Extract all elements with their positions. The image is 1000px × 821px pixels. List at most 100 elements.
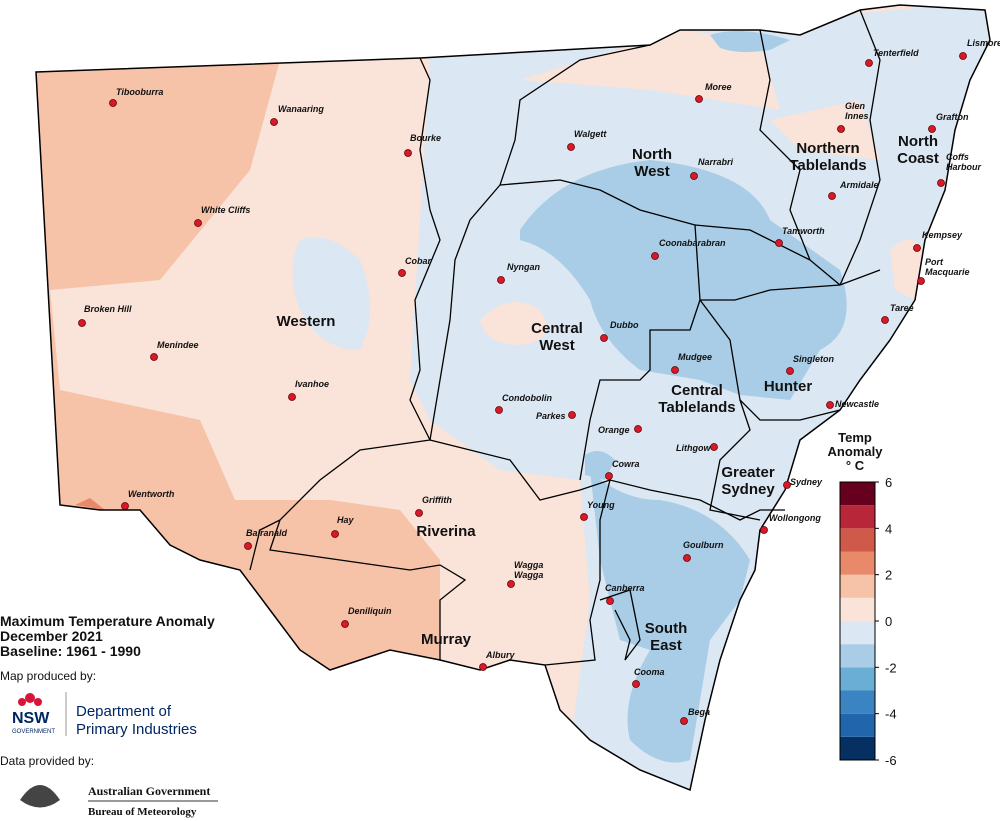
- nsw-logo: NSW GOVERNMENT Department of Primary Ind…: [12, 692, 197, 738]
- town-marker: [404, 149, 412, 157]
- town-label: Hay: [337, 515, 355, 525]
- town-marker: [568, 411, 576, 419]
- town-marker: [150, 353, 158, 361]
- town-label: Lithgow: [676, 443, 711, 453]
- town-marker: [634, 425, 642, 433]
- region-label: North: [632, 146, 672, 163]
- region-label: West: [634, 163, 670, 180]
- towns: Tibooburra Wanaaring Bourke White Cliffs Cob…: [78, 38, 1000, 725]
- region-label: Central: [531, 320, 583, 337]
- region-borders: [249, 9, 881, 666]
- town-label: Albury: [485, 650, 515, 660]
- town-label: Coffs: [946, 152, 969, 162]
- town-marker: [683, 554, 691, 562]
- town-marker: [270, 118, 278, 126]
- town-label: Grafton: [936, 112, 969, 122]
- legend-bin: [840, 690, 875, 714]
- town-label: Parkes: [536, 411, 566, 421]
- town-label: Dubbo: [610, 320, 639, 330]
- town-label: Bega: [688, 707, 710, 717]
- produced-label: Map produced by:: [0, 669, 96, 683]
- town-label: Broken Hill: [84, 304, 132, 314]
- town-marker: [937, 179, 945, 187]
- legend-tick-label: 6: [885, 475, 892, 490]
- legend-bin: [840, 597, 875, 621]
- region-label: Hunter: [764, 378, 812, 395]
- legend-tick-label: -2: [885, 660, 897, 675]
- town-marker: [415, 509, 423, 517]
- town-label: Lismore: [967, 38, 1000, 48]
- legend-bin: [840, 574, 875, 598]
- town-label: Tamworth: [782, 226, 825, 236]
- legend-title: Anomaly: [828, 444, 884, 459]
- nsw-gov: GOVERNMENT: [12, 729, 55, 735]
- town-label: Glen: [845, 101, 866, 111]
- legend-title: Temp: [838, 430, 872, 445]
- town-marker: [600, 334, 608, 342]
- town-marker: [567, 143, 575, 151]
- town-label: Deniliquin: [348, 606, 392, 616]
- town-label: Taree: [890, 303, 914, 313]
- town-marker: [928, 125, 936, 133]
- town-label: Nyngan: [507, 262, 541, 272]
- region-label: Tablelands: [658, 399, 735, 416]
- town-marker: [671, 366, 679, 374]
- town-label: Young: [587, 500, 615, 510]
- town-marker: [710, 443, 718, 451]
- bom-logo: Australian Government Bureau of Meteorol…: [20, 784, 218, 818]
- town-marker: [398, 269, 406, 277]
- region-label: West: [539, 337, 575, 354]
- town-label: Condobolin: [502, 393, 552, 403]
- town-label: Moree: [705, 82, 732, 92]
- town-marker: [78, 319, 86, 327]
- town-marker: [121, 502, 129, 510]
- town-marker: [760, 526, 768, 534]
- town-marker: [606, 597, 614, 605]
- legend-bin: [840, 505, 875, 529]
- legend-bin: [840, 528, 875, 552]
- town-marker: [244, 542, 252, 550]
- town-label: Wollongong: [769, 513, 821, 523]
- region-label: Tablelands: [789, 157, 866, 174]
- legend-tick-label: 4: [885, 521, 892, 536]
- town-marker: [331, 530, 339, 538]
- town-marker: [109, 99, 117, 107]
- region-label: Riverina: [416, 523, 476, 540]
- town-label: Tenterfield: [873, 48, 919, 58]
- legend-tick-label: -6: [885, 753, 897, 768]
- town-marker: [865, 59, 873, 67]
- title-line: Maximum Temperature Anomaly: [0, 613, 215, 629]
- region-label: Western: [277, 313, 336, 330]
- legend-bin: [840, 621, 875, 645]
- town-label: Mudgee: [678, 352, 712, 362]
- town-marker: [959, 52, 967, 60]
- town-label: White Cliffs: [201, 205, 250, 215]
- town-label: Wanaaring: [278, 104, 324, 114]
- region-label: Murray: [421, 631, 472, 648]
- legend-bin: [840, 667, 875, 691]
- legend-bin: [840, 644, 875, 668]
- town-marker: [605, 472, 613, 480]
- region-label: North: [898, 133, 938, 150]
- legend-bin: [840, 482, 875, 506]
- town-marker: [695, 95, 703, 103]
- town-marker: [580, 513, 588, 521]
- town-label: Armidale: [839, 180, 879, 190]
- town-label: Coonabarabran: [659, 238, 726, 248]
- town-label: Balranald: [246, 528, 288, 538]
- provided-label: Data provided by:: [0, 754, 94, 768]
- legend-bin: [840, 736, 875, 760]
- town-label: Orange: [598, 425, 630, 435]
- title-line: Baseline: 1961 - 1990: [0, 643, 141, 659]
- bom-line: Bureau of Meteorology: [88, 806, 197, 818]
- town-label: Cooma: [634, 667, 665, 677]
- town-marker: [690, 172, 698, 180]
- town-label: Bourke: [410, 133, 441, 143]
- town-marker: [194, 219, 202, 227]
- town-label: Menindee: [157, 340, 199, 350]
- town-marker: [288, 393, 296, 401]
- town-label: Kempsey: [922, 230, 963, 240]
- legend-tick-label: -4: [885, 707, 897, 722]
- town-label: Cowra: [612, 459, 640, 469]
